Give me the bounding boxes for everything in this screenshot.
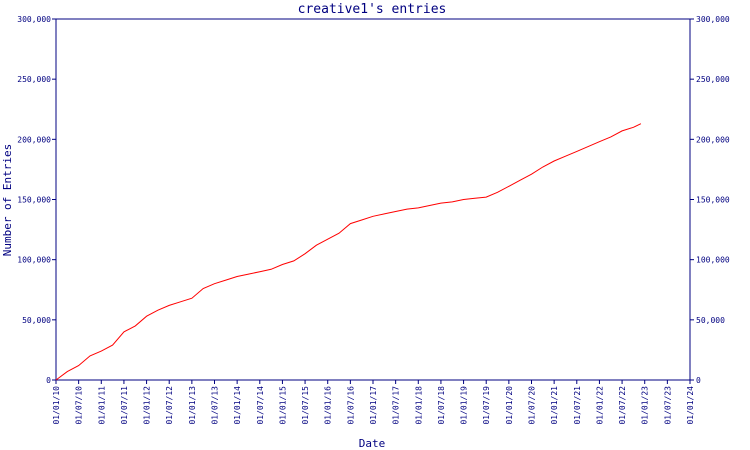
y-tick-label-left: 200,000: [17, 135, 51, 144]
x-tick-label: 01/07/18: [437, 386, 446, 425]
x-tick-label: 01/01/12: [143, 386, 152, 425]
x-tick-label: 01/01/19: [460, 386, 469, 425]
x-tick-label: 01/07/19: [482, 386, 491, 425]
x-tick-label: 01/01/21: [550, 386, 559, 425]
x-tick-label: 01/07/10: [75, 386, 84, 425]
y-tick-label-right: 250,000: [696, 75, 730, 84]
x-tick-label: 01/07/11: [120, 386, 129, 425]
y-tick-label-right: 100,000: [696, 256, 730, 265]
y-tick-label-right: 50,000: [696, 316, 725, 325]
x-tick-label: 01/01/14: [233, 386, 242, 425]
y-tick-label-left: 300,000: [17, 15, 51, 24]
y-tick-label-left: 100,000: [17, 256, 51, 265]
x-tick-label: 01/01/18: [414, 386, 423, 425]
x-axis-label: Date: [359, 437, 386, 450]
x-tick-label: 01/01/15: [278, 386, 287, 425]
y-tick-label-right: 300,000: [696, 15, 730, 24]
x-tick-label: 01/07/13: [211, 386, 220, 425]
x-tick-label: 01/01/11: [97, 386, 106, 425]
x-tick-label: 01/07/12: [165, 386, 174, 425]
x-tick-label: 01/07/15: [301, 386, 310, 425]
x-tick-label: 01/07/20: [528, 386, 537, 425]
y-tick-label-left: 150,000: [17, 196, 51, 205]
x-tick-label: 01/01/24: [686, 386, 695, 425]
x-tick-label: 01/01/22: [595, 386, 604, 425]
x-tick-label: 01/01/23: [641, 386, 650, 425]
x-tick-label: 01/01/10: [52, 386, 61, 425]
y-tick-label-right: 150,000: [696, 196, 730, 205]
y-tick-label-right: 0: [696, 376, 701, 385]
y-tick-label-right: 200,000: [696, 135, 730, 144]
x-tick-label: 01/01/20: [505, 386, 514, 425]
y-tick-label-left: 0: [46, 376, 51, 385]
series-line: [55, 123, 642, 381]
x-tick-label: 01/01/17: [369, 386, 378, 425]
y-tick-label-left: 250,000: [17, 75, 51, 84]
y-axis-label: Number of Entries: [1, 144, 14, 257]
chart-title: creative1's entries: [298, 2, 447, 17]
x-tick-label: 01/01/13: [188, 386, 197, 425]
plot-frame: [55, 18, 691, 381]
y-tick-label-left: 50,000: [22, 316, 51, 325]
x-tick-label: 01/07/23: [663, 386, 672, 425]
x-tick-label: 01/07/14: [256, 386, 265, 425]
x-tick-label: 01/07/21: [573, 386, 582, 425]
x-tick-label: 01/07/16: [346, 386, 355, 425]
x-tick-label: 01/07/17: [392, 386, 401, 425]
x-tick-label: 01/07/22: [618, 386, 627, 425]
x-tick-label: 01/01/16: [324, 386, 333, 425]
